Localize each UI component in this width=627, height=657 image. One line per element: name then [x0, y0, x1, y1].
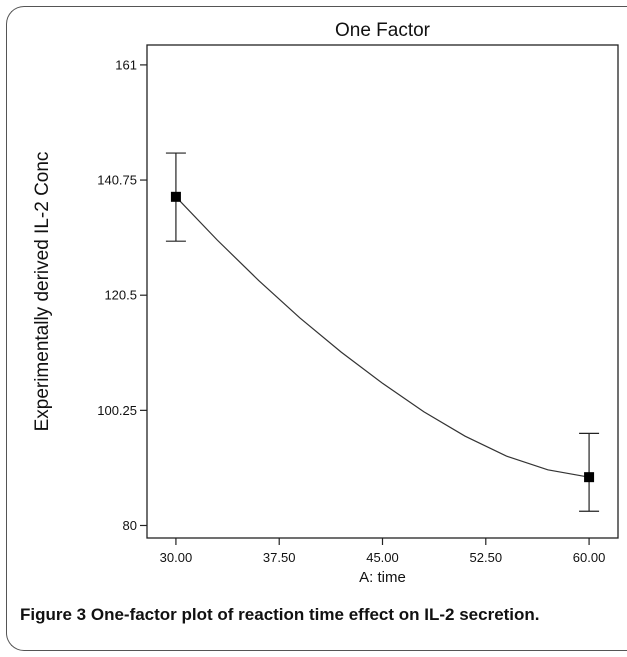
plot-frame [146, 44, 619, 539]
data-point-marker [170, 191, 181, 202]
data-point-marker [584, 472, 595, 483]
figure-caption: Figure 3 One-factor plot of reaction tim… [20, 603, 540, 627]
series-group [165, 152, 600, 512]
y-tick-label: 100.25 [97, 403, 137, 418]
figure-frame [6, 6, 627, 651]
caption-lead: Figure 3 [20, 605, 87, 624]
x-tick-label: 30.00 [160, 550, 193, 565]
x-tick-label: 37.50 [263, 550, 296, 565]
y-tick-label: 80 [123, 518, 137, 533]
y-tick-label: 120.5 [104, 288, 137, 303]
fit-curve-line [175, 196, 590, 478]
y-ticks: 80 100.25 120.5 140.75 161 [97, 57, 147, 533]
y-tick-label: 161 [115, 57, 137, 72]
x-ticks: 30.00 37.50 45.00 52.50 60.00 [160, 538, 606, 565]
chart: One Factor A: time Experimentally derive… [32, 20, 619, 586]
y-axis-label: Experimentally derived IL-2 Conc [32, 152, 53, 432]
x-axis-label: A: time [359, 569, 406, 586]
plot-area [146, 44, 619, 539]
x-tick-label: 60.00 [573, 550, 606, 565]
y-tick-label: 140.75 [97, 173, 137, 188]
x-tick-label: 45.00 [366, 550, 399, 565]
x-tick-label: 52.50 [470, 550, 503, 565]
caption-text: One-factor plot of reaction time effect … [86, 605, 540, 624]
chart-title: One Factor [335, 20, 431, 41]
